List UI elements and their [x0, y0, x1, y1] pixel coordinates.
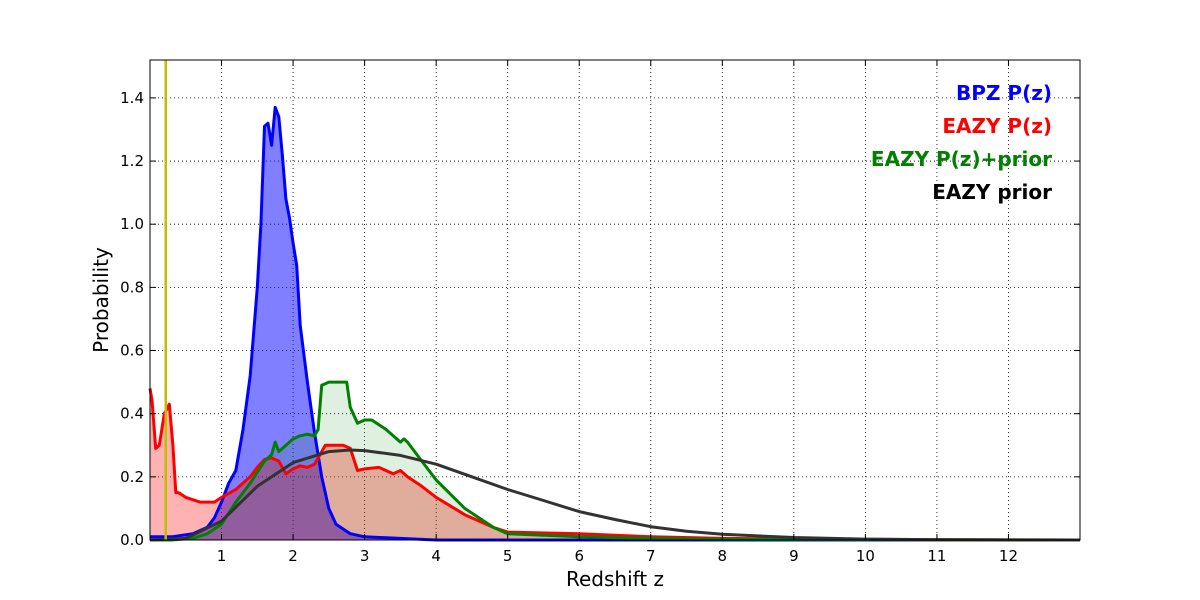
series-line-3	[149, 448, 1080, 542]
y-tick-label: 1.0	[120, 215, 144, 233]
x-tick-label: 9	[789, 547, 799, 565]
axis-ticks: 1 2 3 4 5 6 7 8 9 10 11 120.00.20.40.60.81.01.21.4	[120, 60, 1080, 565]
x-tick-label: 1	[217, 547, 227, 565]
y-axis-label: Probability	[89, 247, 113, 353]
series-lines	[148, 105, 1081, 542]
x-tick-label: 4	[431, 547, 441, 565]
series-fill-0	[150, 107, 1080, 541]
y-tick-label: 1.2	[120, 152, 144, 170]
legend-entry: EAZY P(z)	[942, 114, 1052, 138]
y-tick-label: 0.6	[120, 342, 144, 360]
legend: BPZ P(z) EAZY P(z) EAZY P(z)+prior EAZY pri…	[871, 81, 1052, 204]
x-tick-label: 6	[574, 547, 584, 565]
y-tick-label: 0.0	[120, 531, 144, 549]
x-tick-label: 12	[999, 547, 1018, 565]
legend-entry: EAZY prior	[932, 180, 1052, 204]
y-tick-label: 1.4	[120, 89, 144, 107]
x-tick-label: 7	[646, 547, 656, 565]
legend-entry: EAZY P(z)+prior	[871, 147, 1052, 171]
plot-frame	[149, 59, 1081, 541]
x-tick-label: 3	[360, 547, 370, 565]
series-fill-2	[150, 382, 1080, 540]
y-tick-label: 0.8	[120, 278, 144, 296]
x-tick-label: 8	[718, 547, 728, 565]
series-line-2	[150, 380, 1081, 542]
x-tick-label: 10	[856, 547, 875, 565]
x-axis-label: Redshift z	[566, 567, 664, 591]
legend-entry: BPZ P(z)	[956, 81, 1052, 105]
x-tick-label: 5	[503, 547, 513, 565]
series-fill-1	[150, 388, 1080, 540]
y-tick-label: 0.4	[120, 405, 144, 423]
x-tick-label: 11	[927, 547, 946, 565]
x-tick-label: 2	[288, 547, 298, 565]
series-fills	[150, 107, 1080, 541]
y-tick-label: 0.2	[120, 468, 144, 486]
